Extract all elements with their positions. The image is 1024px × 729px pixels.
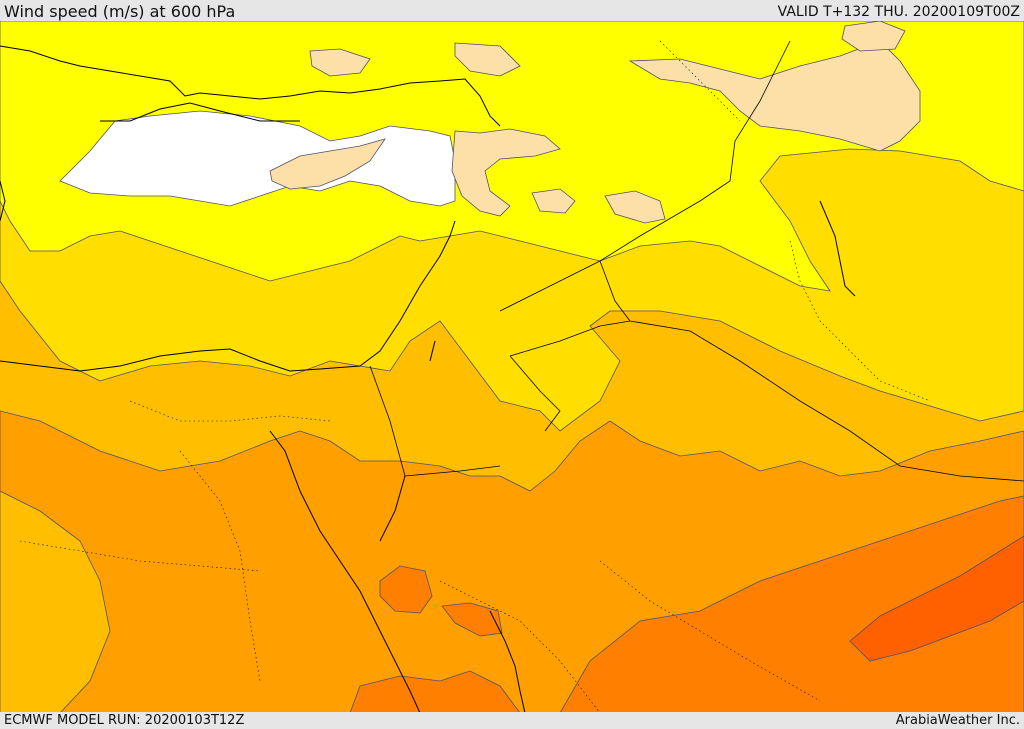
weather-map[interactable] [0, 21, 1024, 713]
band-white [59, 110, 456, 207]
band-beige-patch2 [531, 188, 576, 214]
band-dark-orange-patch1 [379, 565, 433, 614]
map-canvas [0, 21, 1024, 713]
band-red-orange [849, 535, 1024, 662]
band-beige-patch1 [604, 190, 666, 224]
band-beige-north2 [309, 48, 371, 77]
map-title: Wind speed (m/s) at 600 hPa [4, 2, 236, 21]
band-dark-orange-patch3 [441, 602, 503, 637]
band-beige-north [454, 42, 521, 77]
band-beige-patch3 [841, 21, 906, 52]
admin-lines [19, 40, 931, 713]
title-bar: Wind speed (m/s) at 600 hPa VALID T+132 … [0, 0, 1024, 22]
band-beige-iran [628, 40, 921, 152]
valid-time: VALID T+132 THU. 20200109T00Z [777, 4, 1020, 20]
band-dark-orange-patch2 [349, 670, 521, 713]
footer-bar: ECMWF MODEL RUN: 20200103T12Z ArabiaWeat… [0, 712, 1024, 729]
credit: ArabiaWeather Inc. [895, 713, 1020, 728]
band-light-orange-west [0, 490, 111, 713]
band-dark-orange [559, 495, 1024, 713]
band-beige-cyprus [269, 138, 386, 190]
model-run: ECMWF MODEL RUN: 20200103T12Z [4, 713, 245, 728]
borders [369, 40, 1024, 482]
band-beige-levant [451, 128, 561, 217]
coastlines [0, 45, 856, 713]
